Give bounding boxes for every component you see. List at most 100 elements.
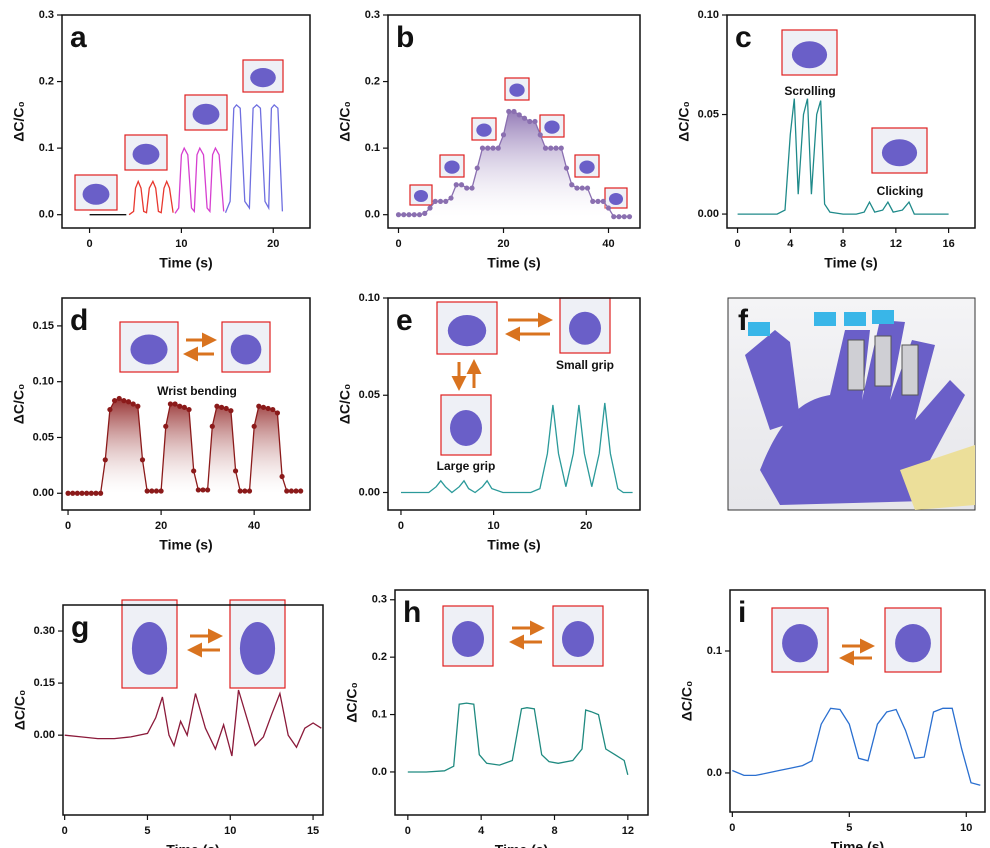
- point: [159, 488, 164, 493]
- point: [433, 199, 438, 204]
- y-axis-label: ΔC/C₀: [337, 384, 353, 424]
- point: [522, 116, 527, 121]
- y-axis-label: ΔC/C₀: [679, 681, 695, 721]
- point: [135, 404, 140, 409]
- panel-letter: g: [71, 611, 89, 644]
- hand: [130, 335, 167, 365]
- hand: [450, 410, 482, 446]
- x-tick-label: 4: [478, 825, 485, 837]
- point: [506, 109, 511, 114]
- point: [168, 401, 173, 406]
- y-tick-label: 0.2: [39, 75, 54, 87]
- y-tick-label: 0.3: [39, 9, 54, 21]
- annotation: Large grip: [437, 459, 496, 473]
- point: [84, 491, 89, 496]
- x-axis-label: Time (s): [495, 842, 548, 848]
- x-tick-label: 20: [497, 238, 509, 250]
- point: [177, 404, 182, 409]
- point: [79, 491, 84, 496]
- x-axis-label: Time (s): [166, 842, 219, 848]
- x-axis-label: Time (s): [487, 537, 540, 553]
- hand: [132, 622, 167, 675]
- point: [511, 109, 516, 114]
- point: [103, 457, 108, 462]
- point: [247, 488, 252, 493]
- point: [517, 112, 522, 117]
- point: [548, 146, 553, 151]
- point: [480, 146, 485, 151]
- point: [89, 491, 94, 496]
- point: [459, 182, 464, 187]
- x-tick-label: 0: [395, 238, 401, 250]
- y-tick-label: 0.1: [372, 708, 387, 720]
- y-tick-label: 0.10: [33, 376, 54, 388]
- annotation: Clicking: [877, 184, 924, 198]
- hand: [240, 622, 275, 675]
- x-tick-label: 20: [580, 520, 592, 532]
- figure: f 0.00.10.20.301020Time (s)ΔC/C₀a0.00.10…: [0, 0, 990, 848]
- y-tick-label: 0.2: [372, 651, 387, 663]
- point: [284, 488, 289, 493]
- y-axis-label: ΔC/C₀: [11, 384, 27, 424]
- point: [606, 205, 611, 210]
- point: [65, 491, 70, 496]
- point: [145, 488, 150, 493]
- point: [228, 408, 233, 413]
- panel-letter: h: [403, 596, 421, 629]
- hand: [782, 624, 818, 662]
- annotation: Small grip: [556, 358, 614, 372]
- y-tick-label: 0.0: [365, 209, 380, 221]
- point: [140, 457, 145, 462]
- point: [553, 146, 558, 151]
- y-tick-label: 0.10: [698, 9, 719, 21]
- y-tick-label: 0.00: [698, 208, 719, 220]
- hand: [231, 335, 262, 365]
- y-tick-label: 0.1: [39, 142, 54, 154]
- x-tick-label: 0: [405, 825, 411, 837]
- x-tick-label: 0: [398, 520, 404, 532]
- x-tick-label: 12: [890, 238, 902, 250]
- point: [401, 212, 406, 217]
- y-axis-label: ΔC/C₀: [344, 682, 360, 722]
- point: [163, 424, 168, 429]
- x-tick-label: 0: [62, 825, 68, 837]
- point: [266, 406, 271, 411]
- panel-letter: b: [396, 21, 414, 54]
- point: [585, 185, 590, 190]
- x-tick-label: 10: [960, 822, 972, 834]
- hand: [448, 315, 486, 346]
- annotation: Wrist bending: [157, 384, 237, 398]
- point: [261, 405, 266, 410]
- point: [219, 405, 224, 410]
- point: [595, 199, 600, 204]
- point: [205, 487, 210, 492]
- point: [182, 405, 187, 410]
- panel: 0.000.050.100481216Time (s)ΔC/C₀Scrollin…: [676, 9, 975, 271]
- y-tick-label: 0.00: [359, 486, 380, 498]
- hand: [83, 184, 110, 205]
- point: [490, 146, 495, 151]
- y-axis-label: ΔC/C₀: [12, 690, 28, 730]
- point: [98, 491, 103, 496]
- point: [475, 165, 480, 170]
- x-axis-label: Time (s): [159, 255, 212, 271]
- x-tick-label: 20: [155, 520, 167, 532]
- electrode: [875, 336, 891, 386]
- panel-letter: c: [735, 21, 752, 54]
- point: [131, 401, 136, 406]
- point: [417, 212, 422, 217]
- point: [611, 214, 616, 219]
- y-tick-label: 0.0: [39, 209, 54, 221]
- panel-letter: a: [70, 21, 87, 54]
- y-tick-label: 0.2: [365, 75, 380, 87]
- point: [627, 214, 632, 219]
- electrode: [902, 345, 918, 395]
- point: [622, 214, 627, 219]
- series-line: [175, 148, 224, 213]
- hand: [569, 312, 601, 345]
- x-tick-label: 0: [729, 822, 735, 834]
- point: [107, 407, 112, 412]
